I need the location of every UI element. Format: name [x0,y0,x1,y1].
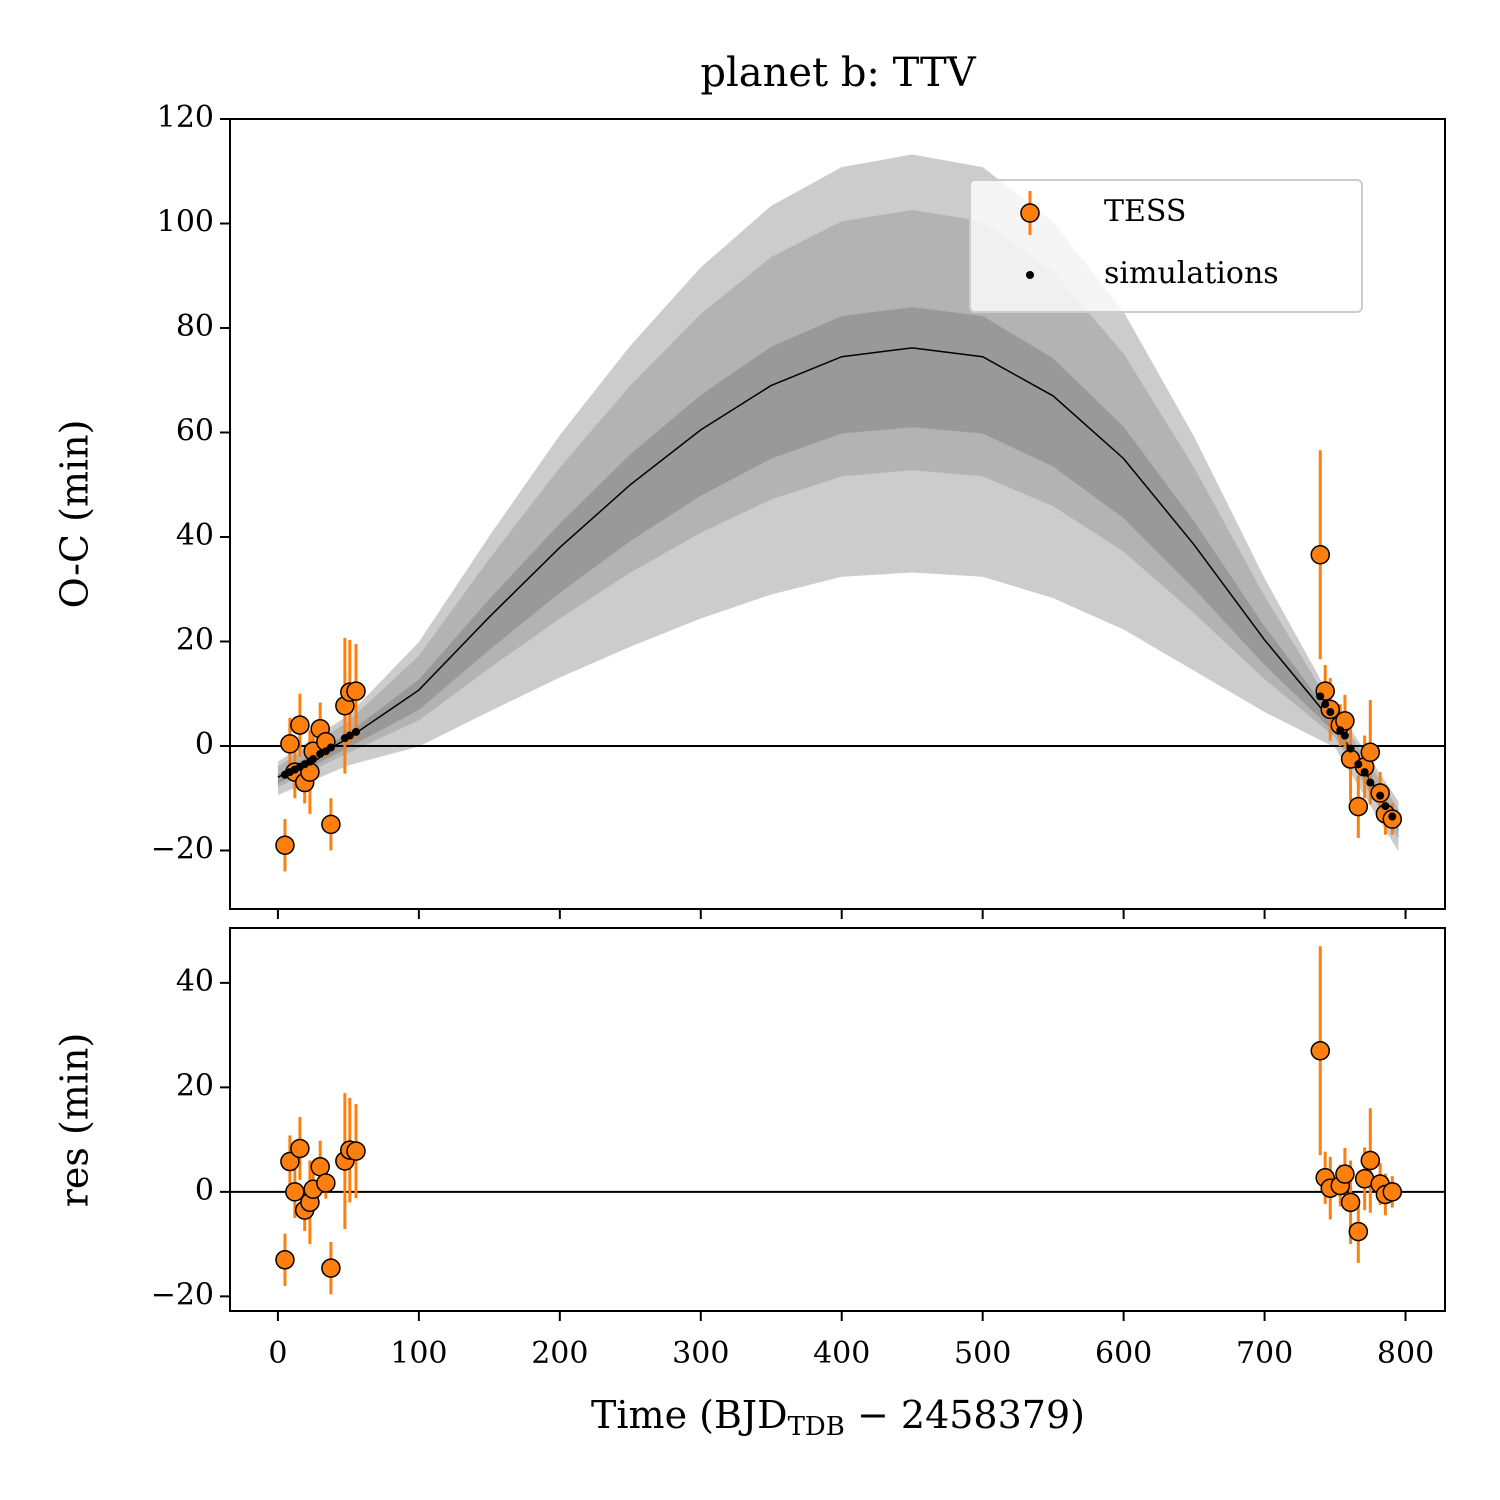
data-point [280,734,300,754]
x-tick-label: 200 [531,1336,588,1371]
data-point [1348,796,1369,817]
x-tick-label: 800 [1377,1336,1434,1371]
model-line [277,347,1400,825]
x-label-text: Time (BJD [591,1393,788,1437]
x-label-suffix: − 2458379) [845,1393,1085,1437]
x-tick-label: 700 [1236,1336,1293,1371]
data-point [290,1138,310,1159]
y-tick-label: 60 [176,413,214,448]
data-point [1335,1164,1355,1184]
y-tick-label: −20 [151,1277,214,1312]
simulation-point [309,755,318,764]
y-axis-label: O-C (min) [53,420,97,609]
x-tick-label: 500 [954,1336,1011,1371]
simulation-point [1354,760,1363,769]
y-tick-label: 0 [195,1173,214,1208]
simulation-point [1388,812,1397,821]
data-point [346,681,366,701]
simulation-point [1360,768,1369,777]
simulation-point [345,731,354,740]
data-point [275,835,295,856]
data-point [1310,545,1331,565]
confidence-band [277,307,1399,832]
data-point [1382,1182,1403,1202]
confidence-band [277,154,1399,852]
data-point [280,1151,300,1172]
x-tick-label: 0 [268,1336,287,1371]
y-tick-label: −20 [151,831,214,866]
y-tick-label: 0 [195,727,214,762]
data-point [316,1173,336,1193]
x-label-subscript: TDB [788,1412,845,1442]
data-point [1348,1221,1369,1242]
axes-frame [229,927,1446,1312]
x-tick-label: 400 [813,1336,870,1371]
y-tick-label: 100 [157,204,214,239]
axes-frame [229,118,1446,910]
data-point [1310,1041,1331,1061]
data-point [1360,1150,1381,1171]
simulation-point [1321,700,1330,709]
data-point [310,1157,330,1177]
data-point [321,814,341,835]
simulation-point [1326,708,1335,717]
data-point [275,1250,295,1270]
x-axis-label: Time (BJDTDB − 2458379) [591,1393,1085,1443]
y-tick-label: 120 [157,100,214,135]
legend-marker [1020,203,1040,223]
simulation-point [1346,744,1355,753]
x-tick-label: 100 [390,1336,447,1371]
simulation-point [1376,791,1385,800]
data-point [290,715,310,735]
x-tick-label: 300 [672,1336,729,1371]
y-axis-label: res (min) [53,1033,97,1208]
data-point [1360,742,1381,763]
simulation-point [1340,731,1349,740]
legend-box [969,179,1363,313]
confidence-band [277,209,1399,839]
y-tick-label: 80 [176,309,214,344]
chart-title: planet b: TTV [700,50,976,96]
simulation-point [1381,802,1390,811]
y-tick-label: 40 [176,518,214,553]
simulation-point [352,727,361,736]
y-tick-label: 40 [176,964,214,999]
legend-marker [1026,271,1034,279]
simulation-point [1336,726,1345,735]
y-tick-label: 20 [176,622,214,657]
simulation-point [326,743,335,752]
legend-label: simulations [1104,256,1279,291]
simulation-point [1366,778,1375,787]
legend-label: TESS [1104,194,1187,229]
data-point [1335,711,1355,731]
data-point [1340,1192,1361,1213]
y-tick-label: 20 [176,1068,214,1103]
data-point [346,1141,366,1161]
simulation-point [1316,692,1325,701]
x-tick-label: 600 [1095,1336,1152,1371]
data-point [321,1258,341,1278]
